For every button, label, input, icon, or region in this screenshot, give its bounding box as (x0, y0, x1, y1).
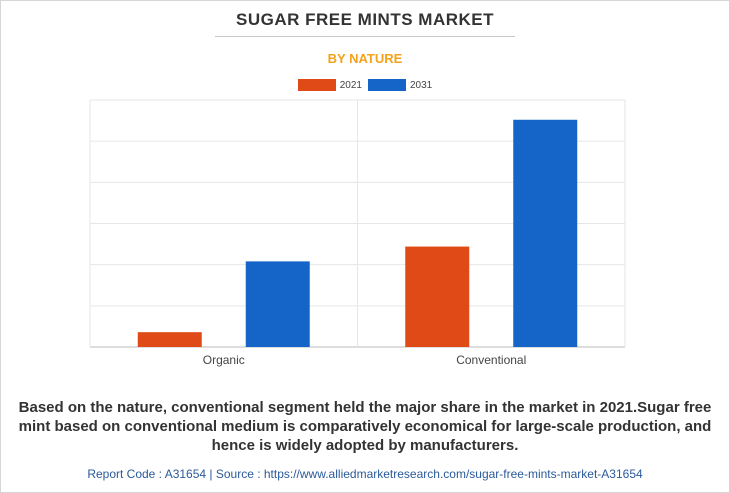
bar-chart: Organic Conventional (89, 99, 626, 367)
legend-swatch-2021 (297, 79, 336, 91)
title-divider (215, 36, 515, 37)
legend-item-2021: 2021 (297, 79, 362, 91)
bar-conventional-2021 (405, 246, 470, 347)
legend-swatch-2031 (368, 79, 406, 91)
legend-label-2021: 2021 (339, 79, 362, 91)
legend-item-2031: 2031 (368, 79, 432, 91)
chart-subtitle: BY NATURE (327, 51, 403, 66)
report-source-footer: Report Code : A31654 | Source : https://… (87, 467, 643, 481)
x-tick-label: Organic (203, 353, 245, 367)
bar-organic-2021 (137, 332, 202, 347)
x-tick-label: Conventional (456, 353, 526, 367)
chart-legend: 2021 2031 (0, 79, 730, 91)
chart-caption: Based on the nature, conventional segmen… (18, 399, 712, 454)
legend-label-2031: 2031 (410, 79, 433, 91)
bar-conventional-2031 (513, 119, 578, 347)
chart-title: SUGAR FREE MINTS MARKET (236, 10, 494, 29)
bar-organic-2031 (245, 261, 310, 347)
